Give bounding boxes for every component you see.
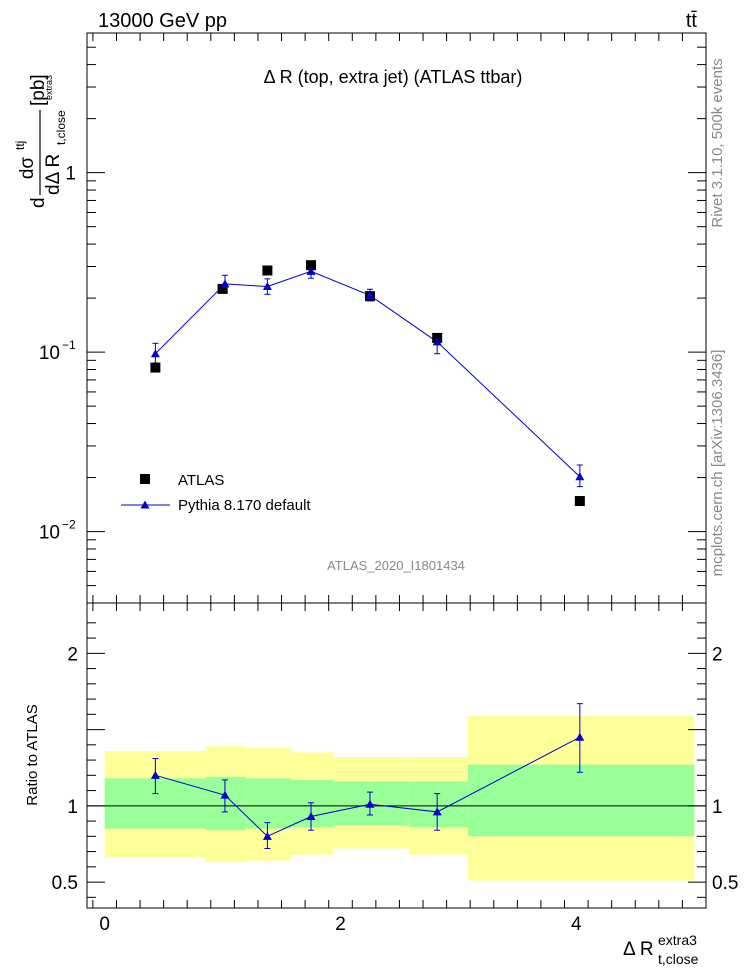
ratio-ytick-label: 1 <box>67 797 78 818</box>
ratio-ytick-label-right: 2 <box>712 644 723 665</box>
ylabel-numerator: dσ <box>17 157 38 180</box>
ratio-xtick-labels: 0 2 4 <box>99 914 582 935</box>
mc-point <box>432 337 442 346</box>
ylabel-denominator: dΔ R <box>43 154 64 195</box>
ratio-band-inner <box>408 781 468 828</box>
mc-point <box>575 472 585 481</box>
ylabel-denominator-sup: extra3 <box>44 75 54 100</box>
ylabel-numerator-sup: ttj <box>13 141 27 150</box>
analysis-watermark: ATLAS_2020_I1801434 <box>327 558 465 573</box>
ratio-xtick-label: 0 <box>99 914 110 935</box>
main-frame <box>86 32 707 604</box>
legend-marker-atlas <box>140 474 150 484</box>
ratio-bands <box>104 715 695 881</box>
legend: ATLAS Pythia 8.170 default <box>121 472 311 514</box>
mc-point <box>306 266 316 275</box>
atlas-point <box>574 496 585 507</box>
main-axes <box>86 32 707 604</box>
ratio-data <box>150 703 585 850</box>
mc-line <box>155 270 581 478</box>
ratio-panel: 0.5 0.5 1 1 2 2 0 2 4 Ratio to ATLAS Δ R t,clos… <box>24 602 739 967</box>
ratio-ytick-label-right: 0.5 <box>712 873 738 894</box>
ratio-band-inner <box>290 779 334 828</box>
ylabel-d: d <box>28 197 49 208</box>
ratio-band-inner <box>246 778 291 829</box>
atlas-point <box>306 260 317 271</box>
ratio-mc-point <box>220 790 230 799</box>
main-ytick-label-exp: −1 <box>62 338 76 352</box>
xlabel: Δ R t,close extra3 <box>623 932 699 967</box>
ylabel-unit: [pb] <box>28 74 49 106</box>
main-ytick-labels: 110−110−2 <box>39 164 76 544</box>
ratio-frame <box>86 602 707 909</box>
atlas-point <box>217 283 228 294</box>
mc-point <box>262 282 272 291</box>
ratio-mc-point <box>306 812 316 820</box>
ratio-mc-point <box>432 807 442 816</box>
ratio-ytick-label: 0.5 <box>52 873 78 894</box>
xlabel-sub: t,close <box>658 951 699 967</box>
main-ytick-label: 10 <box>39 523 60 544</box>
legend-label-atlas: ATLAS <box>178 472 224 489</box>
collision-label: 13000 GeV pp <box>98 10 227 32</box>
mc-point <box>365 290 375 299</box>
ratio-xtick-label: 2 <box>335 914 346 935</box>
ratio-ytick-labels: 0.5 0.5 1 1 2 2 <box>52 644 739 894</box>
mcplots-label: mcplots.cern.ch [arXiv:1306.3436] <box>709 350 726 577</box>
main-ylabel: d dσ ttj dΔ R t,close extra3 [pb] <box>13 74 68 208</box>
xlabel-main: Δ R <box>623 939 654 960</box>
main-ytick-label: 1 <box>65 164 76 185</box>
legend-marker-mc <box>140 500 150 509</box>
ratio-ytick-label-right: 1 <box>712 797 723 818</box>
ratio-ytick-label: 2 <box>67 644 78 665</box>
mc-point <box>220 279 230 288</box>
ratio-mc-point <box>150 770 160 779</box>
ratio-band-inner <box>206 776 247 831</box>
ratio-band-inner <box>467 764 695 837</box>
ratio-axes <box>86 602 707 909</box>
main-ytick-label-exp: −2 <box>62 518 76 532</box>
ratio-xtick-label: 4 <box>571 914 582 935</box>
ylabel-denominator-sub: t,close <box>54 110 68 145</box>
ratio-ylabel: Ratio to ATLAS <box>24 704 41 805</box>
main-panel: Δ R (top, extra jet) (ATLAS ttbar) ATLAS… <box>13 32 707 604</box>
atlas-point <box>150 362 161 373</box>
rivet-label: Rivet 3.1.10, 500k events <box>709 58 726 227</box>
ratio-mc-point <box>262 831 272 840</box>
main-data <box>150 260 585 507</box>
ratio-mc-point <box>575 732 585 741</box>
process-label: tt̄ <box>686 10 698 32</box>
main-ytick-label: 10 <box>39 343 60 364</box>
plot-title: Δ R (top, extra jet) (ATLAS ttbar) <box>264 67 523 87</box>
atlas-point <box>262 265 273 276</box>
xlabel-sup: extra3 <box>658 932 697 948</box>
mc-point <box>150 349 160 358</box>
legend-label-mc: Pythia 8.170 default <box>178 497 311 514</box>
ratio-mc-point <box>365 799 375 808</box>
